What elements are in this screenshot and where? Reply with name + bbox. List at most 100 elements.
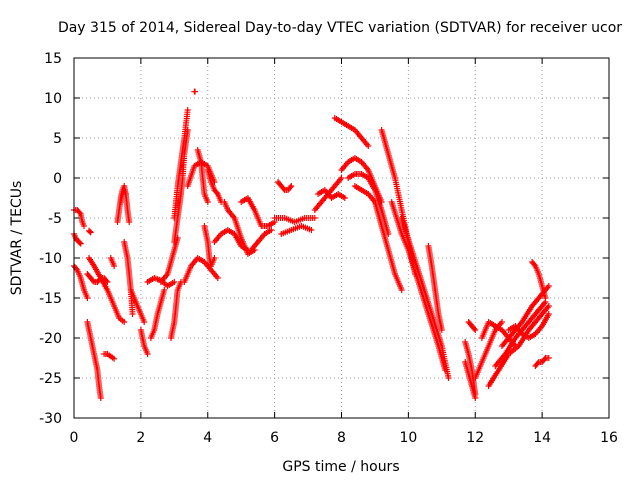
x-tick-label: 4: [203, 430, 212, 446]
series-arc-25: [201, 223, 218, 269]
series-arc-4: [84, 319, 104, 401]
series-arc-6: [86, 227, 94, 236]
series-arc-35: [315, 187, 348, 201]
chart-title: Day 315 of 2014, Sidereal Day-to-day VTE…: [58, 20, 622, 36]
data-point-marks: [398, 215, 452, 381]
axis-ticks: [73, 57, 610, 419]
data-point-marks: [86, 227, 94, 236]
data-point-marks: [532, 355, 552, 369]
data-point-marks: [462, 359, 479, 401]
data-point-marks: [529, 259, 549, 301]
data-point-marks: [201, 223, 218, 269]
data-point-marks: [351, 183, 405, 293]
series-arc-11: [117, 187, 133, 225]
series-arc-22: [181, 255, 221, 285]
series-arc-24: [194, 147, 211, 205]
series-arc-20: [171, 107, 191, 221]
series-arc-2: [71, 231, 84, 247]
series-arc-38: [345, 171, 392, 237]
series-arc-54: [532, 355, 552, 369]
series-arc-43: [425, 243, 445, 333]
series-arc-29: [238, 195, 278, 229]
series-arc-16: [147, 287, 168, 341]
y-tick-label: 5: [53, 131, 62, 147]
series-arc-30: [248, 227, 275, 253]
series-arc-26: [204, 167, 225, 205]
y-tick-labels: -30 -25 -20 -15 -10 -5 0 5 10 15: [39, 51, 62, 427]
x-tick-labels: 0 2 4 6 8 10 12 14 16: [70, 430, 618, 446]
series-arc-52: [505, 311, 552, 341]
y-tick-label: -25: [39, 371, 62, 387]
data-point-marks: [107, 255, 118, 269]
data-point-marks: [181, 255, 221, 285]
data-point-marks: [492, 299, 549, 369]
y-tick-label: -5: [48, 211, 62, 227]
series-arc-32: [271, 215, 318, 225]
data-point-marks: [137, 327, 151, 357]
series-arc-18: [168, 279, 184, 341]
data-point-marks: [127, 287, 148, 325]
data-point-marks: [121, 239, 136, 317]
data-point-marks: [275, 179, 295, 193]
series-arc-21: [191, 88, 198, 95]
series-arc-42: [398, 215, 452, 381]
data-point-marks: [505, 311, 552, 341]
data-marks: [71, 88, 552, 401]
x-tick-label: 6: [270, 430, 279, 446]
series-arc-13: [127, 287, 148, 325]
y-tick-label: -10: [39, 251, 62, 267]
x-tick-label: 16: [600, 430, 618, 446]
data-point-marks: [315, 187, 348, 201]
data-point-marks: [238, 195, 278, 229]
x-tick-label: 8: [337, 430, 346, 446]
data-point-marks: [84, 319, 104, 401]
series-arc-31: [275, 179, 295, 193]
grid: [74, 58, 609, 418]
data-point-marks: [117, 187, 133, 225]
data-point-marks: [204, 167, 225, 205]
x-tick-label: 10: [399, 430, 417, 446]
x-tick-label: 2: [136, 430, 145, 446]
data-point-marks: [331, 115, 372, 149]
data-point-marks: [171, 107, 191, 221]
y-tick-label: -15: [39, 291, 62, 307]
series-arc-36: [331, 115, 372, 149]
series-arc-34: [311, 175, 345, 213]
data-point-marks: [465, 319, 479, 333]
series-arc-12: [121, 239, 136, 317]
y-tick-label: -20: [39, 331, 62, 347]
data-point-marks: [425, 243, 445, 333]
y-axis-label: SDTVAR / TECUs: [9, 181, 25, 296]
data-point-marks: [248, 227, 275, 253]
series-arc-9: [107, 255, 118, 269]
series-arc-50: [492, 299, 549, 369]
data-point-marks: [168, 279, 184, 341]
data-point-marks: [311, 175, 345, 213]
y-tick-label: -30: [39, 411, 62, 427]
data-point-marks: [191, 88, 198, 95]
data-point-marks: [101, 351, 118, 362]
y-tick-label: 10: [44, 91, 62, 107]
data-point-marks: [345, 171, 392, 237]
y-tick-label: 15: [44, 51, 62, 67]
x-axis-label: GPS time / hours: [282, 459, 399, 475]
series-arc-28: [221, 199, 258, 257]
x-tick-label: 0: [70, 430, 79, 446]
series-arc-49: [485, 303, 552, 389]
data-point-marks: [71, 231, 84, 247]
x-tick-label: 12: [466, 430, 484, 446]
data-point-marks: [147, 287, 168, 341]
x-tick-label: 14: [533, 430, 551, 446]
series-arc-45: [462, 359, 479, 401]
data-point-marks: [485, 303, 552, 389]
series-arc-33: [278, 223, 315, 237]
series-arc-53: [529, 259, 549, 301]
data-point-marks: [278, 223, 315, 237]
series-arc-7: [101, 351, 118, 362]
series-arc-8: [86, 255, 128, 325]
data-point-marks: [221, 199, 258, 257]
series-arc-46: [465, 319, 479, 333]
series-arc-14: [137, 327, 151, 357]
data-point-marks: [86, 255, 128, 325]
